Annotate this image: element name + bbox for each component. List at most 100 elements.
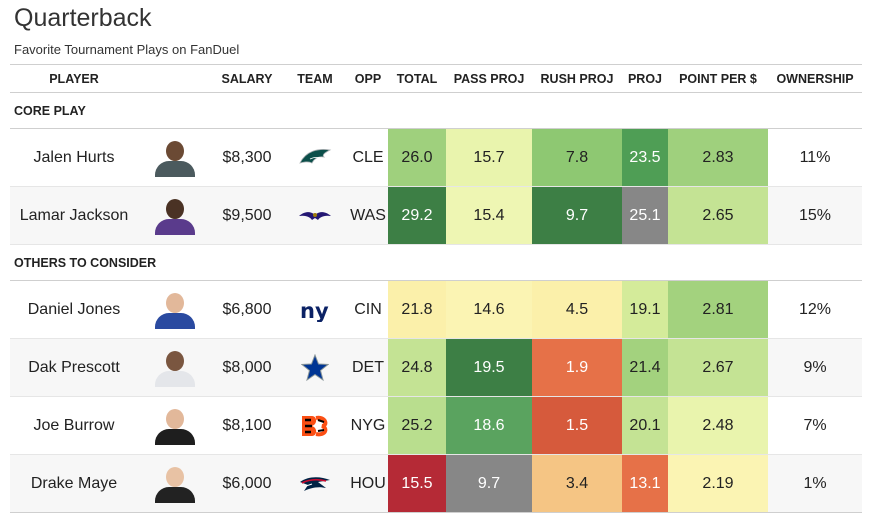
giants-logo-icon: ny [298, 297, 332, 323]
pass-proj-cell: 15.7 [446, 128, 532, 187]
section-header: OTHERS TO CONSIDER [10, 244, 862, 281]
ownership-cell: 15% [768, 186, 862, 245]
player-photo [138, 186, 212, 245]
proj-cell: 13.1 [622, 454, 668, 513]
opp-cell: CIN [348, 280, 388, 339]
opp-cell: WAS [348, 186, 388, 245]
col-team[interactable]: TEAM [282, 64, 348, 93]
point-per-dollar-cell: 2.83 [668, 128, 768, 187]
col-opp[interactable]: OPP [348, 64, 388, 93]
col-rush-proj[interactable]: RUSH PROJ [532, 64, 622, 93]
point-per-dollar-cell: 2.19 [668, 454, 768, 513]
col-salary[interactable]: SALARY [212, 64, 282, 93]
svg-text:ny: ny [300, 299, 329, 322]
eagles-logo-icon [298, 145, 332, 171]
total-cell: 15.5 [388, 454, 446, 513]
table-row[interactable]: Drake Maye $6,000 HOU 15.5 9.7 3.4 13.1 … [10, 454, 862, 513]
proj-cell: 21.4 [622, 338, 668, 397]
player-name[interactable]: Drake Maye [10, 454, 138, 513]
salary-cell: $8,100 [212, 396, 282, 455]
player-name[interactable]: Daniel Jones [10, 280, 138, 339]
rush-proj-cell: 1.9 [532, 338, 622, 397]
table-row[interactable]: Joe Burrow $8,100 NYG 25.2 18.6 1.5 20.1… [10, 396, 862, 455]
team-cell [282, 338, 348, 397]
table-row[interactable]: Jalen Hurts $8,300 CLE 26.0 15.7 7.8 23.… [10, 128, 862, 187]
patriots-logo-icon [298, 471, 332, 497]
page-title: Quarterback [14, 4, 152, 32]
total-cell: 29.2 [388, 186, 446, 245]
rush-proj-cell: 1.5 [532, 396, 622, 455]
player-name[interactable]: Dak Prescott [10, 338, 138, 397]
player-photo [138, 454, 212, 513]
avatar [153, 291, 197, 329]
ravens-logo-icon [298, 203, 332, 229]
page-subtitle: Favorite Tournament Plays on FanDuel [14, 42, 240, 57]
rush-proj-cell: 3.4 [532, 454, 622, 513]
ownership-cell: 12% [768, 280, 862, 339]
team-cell [282, 128, 348, 187]
salary-cell: $6,800 [212, 280, 282, 339]
proj-cell: 25.1 [622, 186, 668, 245]
section-label: CORE PLAY [10, 92, 862, 129]
salary-cell: $8,300 [212, 128, 282, 187]
player-name[interactable]: Joe Burrow [10, 396, 138, 455]
avatar [153, 197, 197, 235]
col-player[interactable]: PLAYER [10, 64, 138, 93]
team-cell [282, 454, 348, 513]
opp-cell: HOU [348, 454, 388, 513]
avatar [153, 407, 197, 445]
team-cell [282, 396, 348, 455]
point-per-dollar-cell: 2.48 [668, 396, 768, 455]
col-proj[interactable]: PROJ [622, 64, 668, 93]
proj-cell: 19.1 [622, 280, 668, 339]
ownership-cell: 11% [768, 128, 862, 187]
pass-proj-cell: 14.6 [446, 280, 532, 339]
salary-cell: $8,000 [212, 338, 282, 397]
rush-proj-cell: 4.5 [532, 280, 622, 339]
opp-cell: NYG [348, 396, 388, 455]
opp-cell: DET [348, 338, 388, 397]
salary-cell: $9,500 [212, 186, 282, 245]
avatar [153, 465, 197, 503]
qb-table: PLAYER SALARY TEAM OPP TOTAL PASS PROJ R… [10, 64, 862, 513]
proj-cell: 23.5 [622, 128, 668, 187]
table-row[interactable]: Dak Prescott $8,000 DET 24.8 19.5 1.9 21… [10, 338, 862, 397]
team-cell [282, 186, 348, 245]
col-ownership[interactable]: OWNERSHIP [768, 64, 862, 93]
col-pass-proj[interactable]: PASS PROJ [446, 64, 532, 93]
opp-cell: CLE [348, 128, 388, 187]
rush-proj-cell: 7.8 [532, 128, 622, 187]
total-cell: 25.2 [388, 396, 446, 455]
pass-proj-cell: 19.5 [446, 338, 532, 397]
table-row[interactable]: Daniel Jones $6,800 ny CIN 21.8 14.6 4.5… [10, 280, 862, 339]
salary-cell: $6,000 [212, 454, 282, 513]
point-per-dollar-cell: 2.81 [668, 280, 768, 339]
section-header: CORE PLAY [10, 92, 862, 129]
col-point-per-dollar[interactable]: POINT PER $ [668, 64, 768, 93]
player-photo [138, 128, 212, 187]
cowboys-logo-icon [298, 353, 332, 381]
team-cell: ny [282, 280, 348, 339]
player-name[interactable]: Lamar Jackson [10, 186, 138, 245]
player-photo [138, 338, 212, 397]
section-label: OTHERS TO CONSIDER [10, 244, 862, 281]
header-row: PLAYER SALARY TEAM OPP TOTAL PASS PROJ R… [10, 64, 862, 93]
avatar [153, 139, 197, 177]
player-photo [138, 396, 212, 455]
col-total[interactable]: TOTAL [388, 64, 446, 93]
pass-proj-cell: 9.7 [446, 454, 532, 513]
player-name[interactable]: Jalen Hurts [10, 128, 138, 187]
total-cell: 26.0 [388, 128, 446, 187]
avatar [153, 349, 197, 387]
total-cell: 21.8 [388, 280, 446, 339]
col-photo [138, 64, 212, 93]
proj-cell: 20.1 [622, 396, 668, 455]
pass-proj-cell: 15.4 [446, 186, 532, 245]
ownership-cell: 1% [768, 454, 862, 513]
rush-proj-cell: 9.7 [532, 186, 622, 245]
table-row[interactable]: Lamar Jackson $9,500 WAS 29.2 15.4 9.7 2… [10, 186, 862, 245]
player-photo [138, 280, 212, 339]
pass-proj-cell: 18.6 [446, 396, 532, 455]
total-cell: 24.8 [388, 338, 446, 397]
point-per-dollar-cell: 2.67 [668, 338, 768, 397]
